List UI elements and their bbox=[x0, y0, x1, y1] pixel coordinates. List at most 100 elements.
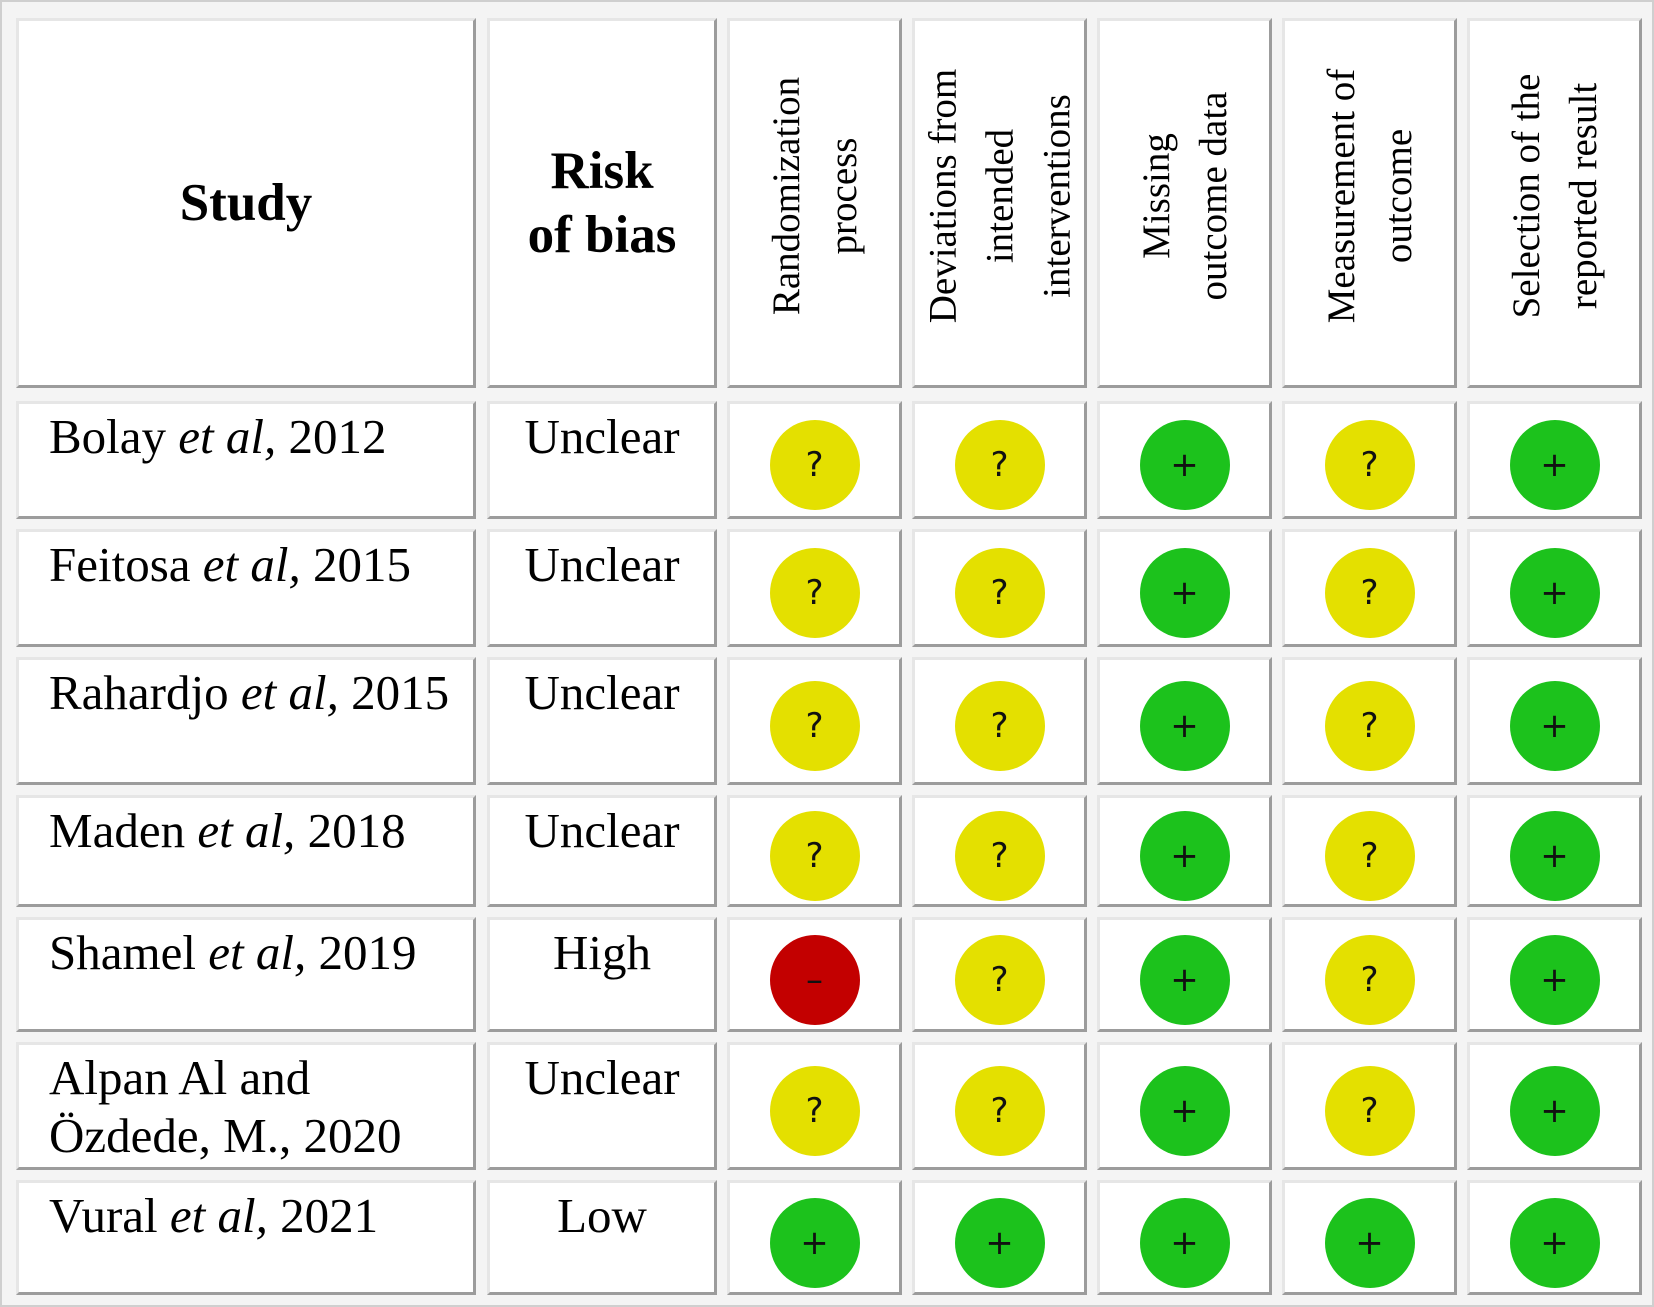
study-etal: et al, bbox=[169, 1188, 268, 1243]
domain-cell: + bbox=[912, 1180, 1087, 1295]
study-cell: Alpan Al and Özdede, M., 2020 bbox=[16, 1042, 476, 1170]
header-domain-label: Randomization process bbox=[764, 76, 865, 315]
judgement-unclear-icon: ? bbox=[954, 811, 1045, 901]
domain-cell: + bbox=[727, 1180, 902, 1295]
judgement-unclear-icon: ? bbox=[1324, 934, 1415, 1025]
judgement-low-icon: + bbox=[1139, 811, 1230, 901]
domain-cell: ? bbox=[1282, 529, 1457, 647]
study-year: 2018 bbox=[307, 803, 406, 858]
study-cell: Maden et al, 2018 bbox=[16, 795, 476, 907]
study-author: Vural bbox=[49, 1188, 158, 1243]
domain-cell: ? bbox=[912, 657, 1087, 785]
domain-cell: + bbox=[1097, 1042, 1272, 1170]
header-domain-cell: Missing outcome data bbox=[1097, 18, 1272, 388]
domain-cell: ? bbox=[1282, 1042, 1457, 1170]
study-name: Alpan Al and Özdede, M., 2020 bbox=[49, 1049, 463, 1165]
judgement-low-icon: + bbox=[1509, 681, 1600, 771]
domain-cell: + bbox=[1467, 657, 1642, 785]
judgement-low-icon: + bbox=[1509, 1066, 1600, 1156]
study-author: Bolay bbox=[49, 409, 167, 464]
judgement-low-icon: + bbox=[1509, 548, 1600, 638]
domain-cell: + bbox=[1467, 1042, 1642, 1170]
header-domain-label: Missing outcome data bbox=[1134, 91, 1235, 301]
study-etal: et al, bbox=[208, 925, 307, 980]
study-cell: Rahardjo et al, 2015 bbox=[16, 657, 476, 785]
judgement-low-icon: + bbox=[1139, 681, 1230, 771]
judgement-low-icon: + bbox=[1509, 420, 1600, 510]
domain-cell: ? bbox=[1282, 795, 1457, 907]
study-etal: et al, bbox=[202, 537, 301, 592]
domain-cell: + bbox=[1097, 657, 1272, 785]
judgement-low-icon: + bbox=[1139, 934, 1230, 1025]
header-study-label: Study bbox=[179, 174, 313, 232]
judgement-low-icon: + bbox=[1509, 934, 1600, 1025]
judgement-unclear-icon: ? bbox=[1324, 1066, 1415, 1156]
study-author: Shamel bbox=[49, 925, 196, 980]
judgement-high-icon: – bbox=[769, 934, 860, 1025]
study-cell: Bolay et al, 2012 bbox=[16, 401, 476, 519]
header-domain-cell: Measurement of outcome bbox=[1282, 18, 1457, 388]
domain-cell: + bbox=[1467, 917, 1642, 1032]
judgement-unclear-icon: ? bbox=[954, 420, 1045, 510]
judgement-unclear-icon: ? bbox=[769, 811, 860, 901]
study-etal: et al, bbox=[178, 409, 277, 464]
risk-cell: High bbox=[487, 917, 717, 1032]
domain-cell: + bbox=[1097, 795, 1272, 907]
header-domain-label: Deviations from intended interventions bbox=[921, 68, 1078, 323]
header-domain-cell: Deviations from intended interventions bbox=[912, 18, 1087, 388]
domain-cell: – bbox=[727, 917, 902, 1032]
study-name: Vural et al, 2021 bbox=[49, 1187, 463, 1245]
judgement-low-icon: + bbox=[1139, 420, 1230, 510]
judgement-unclear-icon: ? bbox=[769, 681, 860, 771]
domain-cell: ? bbox=[727, 795, 902, 907]
judgement-low-icon: + bbox=[1324, 1197, 1415, 1288]
study-cell: Shamel et al, 2019 bbox=[16, 917, 476, 1032]
judgement-unclear-icon: ? bbox=[954, 681, 1045, 771]
risk-cell: Low bbox=[487, 1180, 717, 1295]
judgement-unclear-icon: ? bbox=[769, 548, 860, 638]
judgement-low-icon: + bbox=[1509, 1197, 1600, 1288]
judgement-unclear-icon: ? bbox=[1324, 548, 1415, 638]
judgement-unclear-icon: ? bbox=[769, 420, 860, 510]
judgement-low-icon: + bbox=[1139, 1066, 1230, 1156]
risk-cell: Unclear bbox=[487, 401, 717, 519]
risk-cell: Unclear bbox=[487, 1042, 717, 1170]
risk-cell: Unclear bbox=[487, 795, 717, 907]
judgement-unclear-icon: ? bbox=[769, 1066, 860, 1156]
domain-cell: + bbox=[1097, 1180, 1272, 1295]
domain-cell: + bbox=[1467, 529, 1642, 647]
domain-cell: ? bbox=[727, 657, 902, 785]
risk-label: Unclear bbox=[524, 537, 680, 592]
study-name: Maden et al, 2018 bbox=[49, 802, 463, 860]
domain-cell: ? bbox=[1282, 657, 1457, 785]
domain-cell: ? bbox=[727, 1042, 902, 1170]
domain-cell: + bbox=[1467, 401, 1642, 519]
judgement-unclear-icon: ? bbox=[1324, 420, 1415, 510]
risk-label: Unclear bbox=[524, 1050, 680, 1105]
study-year: 2021 bbox=[280, 1188, 379, 1243]
header-domain-cell: Randomization process bbox=[727, 18, 902, 388]
domain-cell: ? bbox=[912, 917, 1087, 1032]
domain-cell: ? bbox=[912, 1042, 1087, 1170]
judgement-unclear-icon: ? bbox=[954, 548, 1045, 638]
risk-label: Unclear bbox=[524, 665, 680, 720]
study-year: 2015 bbox=[313, 537, 412, 592]
header-study-cell: Study bbox=[16, 18, 476, 388]
study-year: 2019 bbox=[318, 925, 417, 980]
risk-label: Unclear bbox=[524, 803, 680, 858]
domain-cell: ? bbox=[1282, 401, 1457, 519]
study-author: Maden bbox=[49, 803, 186, 858]
header-domain-cell: Selection of the reported result bbox=[1467, 18, 1642, 388]
judgement-unclear-icon: ? bbox=[1324, 811, 1415, 901]
domain-cell: + bbox=[1467, 1180, 1642, 1295]
domain-cell: + bbox=[1097, 401, 1272, 519]
risk-cell: Unclear bbox=[487, 657, 717, 785]
judgement-low-icon: + bbox=[769, 1197, 860, 1288]
study-year: 2015 bbox=[351, 665, 450, 720]
domain-cell: + bbox=[1282, 1180, 1457, 1295]
risk-label: Unclear bbox=[524, 409, 680, 464]
judgement-unclear-icon: ? bbox=[954, 1066, 1045, 1156]
domain-cell: + bbox=[1097, 529, 1272, 647]
study-name: Feitosa et al, 2015 bbox=[49, 536, 463, 594]
